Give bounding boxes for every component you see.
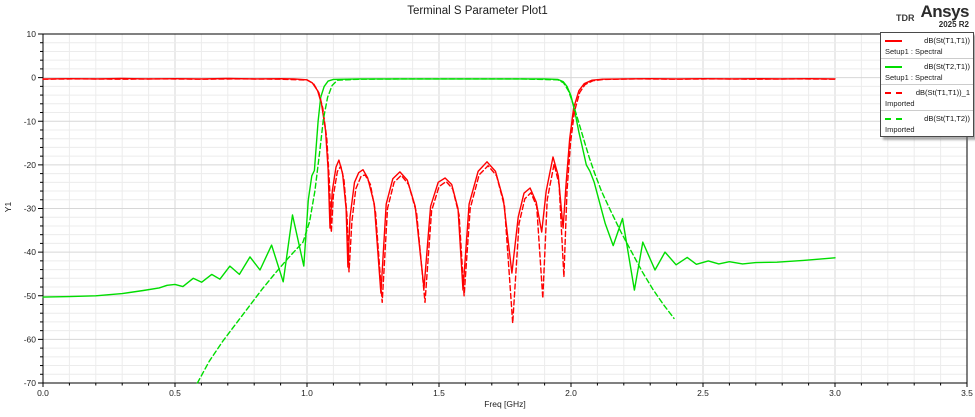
- svg-text:-60: -60: [24, 334, 37, 344]
- legend-label: dB(St(T1,T1)): [924, 36, 970, 45]
- svg-text:-70: -70: [24, 378, 37, 388]
- svg-text:2.0: 2.0: [565, 388, 577, 398]
- svg-text:-40: -40: [24, 247, 37, 257]
- svg-text:3.0: 3.0: [829, 388, 841, 398]
- legend: dB(St(T1,T1)) Setup1 : Spectral dB(St(T2…: [880, 32, 974, 137]
- svg-text:-10: -10: [24, 116, 37, 126]
- legend-entry-s11-imported[interactable]: dB(St(T1,T1))_1 Imported: [881, 85, 973, 111]
- legend-entry-s21-spectral[interactable]: dB(St(T2,T1)) Setup1 : Spectral: [881, 59, 973, 85]
- red-dashed-line-swatch: [885, 91, 902, 94]
- x-axis-title: Freq [GHz]: [484, 399, 526, 409]
- svg-text:0.0: 0.0: [37, 388, 49, 398]
- svg-text:3.5: 3.5: [961, 388, 973, 398]
- legend-label: dB(St(T2,T1)): [924, 62, 970, 71]
- legend-sublabel: Setup1 : Spectral: [885, 73, 943, 82]
- svg-text:-20: -20: [24, 160, 37, 170]
- svg-text:-30: -30: [24, 204, 37, 214]
- svg-text:1.0: 1.0: [301, 388, 313, 398]
- ansys-brand-version: 2025 R2: [938, 20, 969, 29]
- svg-text:-50: -50: [24, 291, 37, 301]
- ansys-brand-name: Ansys: [920, 2, 969, 21]
- legend-label: dB(St(T1,T2)): [924, 114, 970, 123]
- tdr-label: TDR: [895, 13, 915, 23]
- svg-text:1.5: 1.5: [433, 388, 445, 398]
- legend-label: dB(St(T1,T1))_1: [915, 88, 970, 97]
- green-dashed-line-swatch: [885, 117, 902, 120]
- svg-text:0.5: 0.5: [169, 388, 181, 398]
- red-solid-line-swatch: [885, 39, 902, 42]
- trace-dB(St(T1,T2)): [196, 78, 675, 384]
- legend-entry-s11-spectral[interactable]: dB(St(T1,T1)) Setup1 : Spectral: [881, 33, 973, 59]
- ansys-logo: Ansys 2025 R2: [920, 3, 969, 29]
- svg-text:2.5: 2.5: [697, 388, 709, 398]
- legend-sublabel: Imported: [885, 125, 915, 134]
- svg-text:0: 0: [31, 73, 36, 83]
- green-solid-line-swatch: [885, 65, 902, 68]
- svg-text:10: 10: [27, 29, 37, 39]
- trace-dB(St(T1,T1))_1: [42, 78, 836, 324]
- legend-sublabel: Imported: [885, 99, 915, 108]
- brand-block: TDR Ansys 2025 R2: [895, 3, 970, 29]
- page-title: Terminal S Parameter Plot1: [407, 5, 548, 17]
- legend-sublabel: Setup1 : Spectral: [885, 47, 943, 56]
- legend-entry-s12-imported[interactable]: dB(St(T1,T2)) Imported: [881, 111, 973, 136]
- y-axis-title: Y1: [3, 201, 13, 213]
